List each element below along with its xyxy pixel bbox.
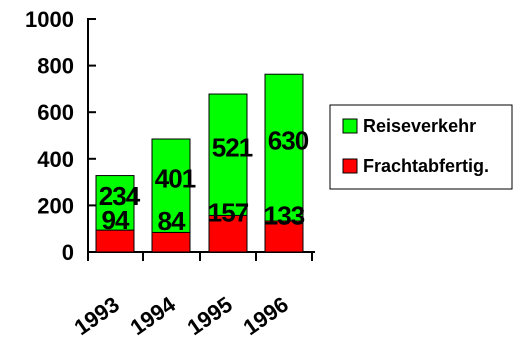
data-label-frachtabfertig: 94 <box>102 205 130 235</box>
y-tick-label: 600 <box>37 100 74 125</box>
data-label-reiseverkehr: 234 <box>99 181 141 211</box>
bar-segment-frachtabfertig-1996 <box>264 220 304 253</box>
y-tick-label: 1000 <box>25 7 74 32</box>
bar-segment-reiseverkehr-1993 <box>95 175 135 231</box>
y-tick-label: 0 <box>62 240 74 265</box>
legend-swatch <box>342 118 358 134</box>
data-label-reiseverkehr: 521 <box>212 133 253 163</box>
data-label-frachtabfertig: 84 <box>158 206 186 236</box>
data-label-frachtabfertig: 133 <box>264 201 305 231</box>
bar-segment-reiseverkehr-1996 <box>264 73 304 222</box>
legend-label: Reiseverkehr <box>363 116 476 136</box>
x-category-label: 1996 <box>238 292 292 341</box>
x-category-label: 1993 <box>69 292 123 341</box>
bar-segment-reiseverkehr-1995 <box>208 93 248 216</box>
legend-swatch <box>342 158 358 174</box>
y-tick-label: 200 <box>37 193 74 218</box>
data-label-frachtabfertig: 157 <box>208 198 249 228</box>
legend-box <box>329 104 513 190</box>
legend-label: Frachtabfertig. <box>363 156 489 176</box>
bar-segment-frachtabfertig-1995 <box>208 214 248 253</box>
data-label-reiseverkehr: 401 <box>155 164 196 194</box>
y-tick-label: 400 <box>37 147 74 172</box>
x-category-label: 1995 <box>182 292 236 341</box>
y-tick-label: 800 <box>37 54 74 79</box>
x-category-label: 1994 <box>125 291 180 340</box>
data-label-reiseverkehr: 630 <box>268 126 309 156</box>
bar-segment-reiseverkehr-1994 <box>151 138 191 233</box>
legend: Reiseverkehr Frachtabfertig. <box>329 104 513 190</box>
